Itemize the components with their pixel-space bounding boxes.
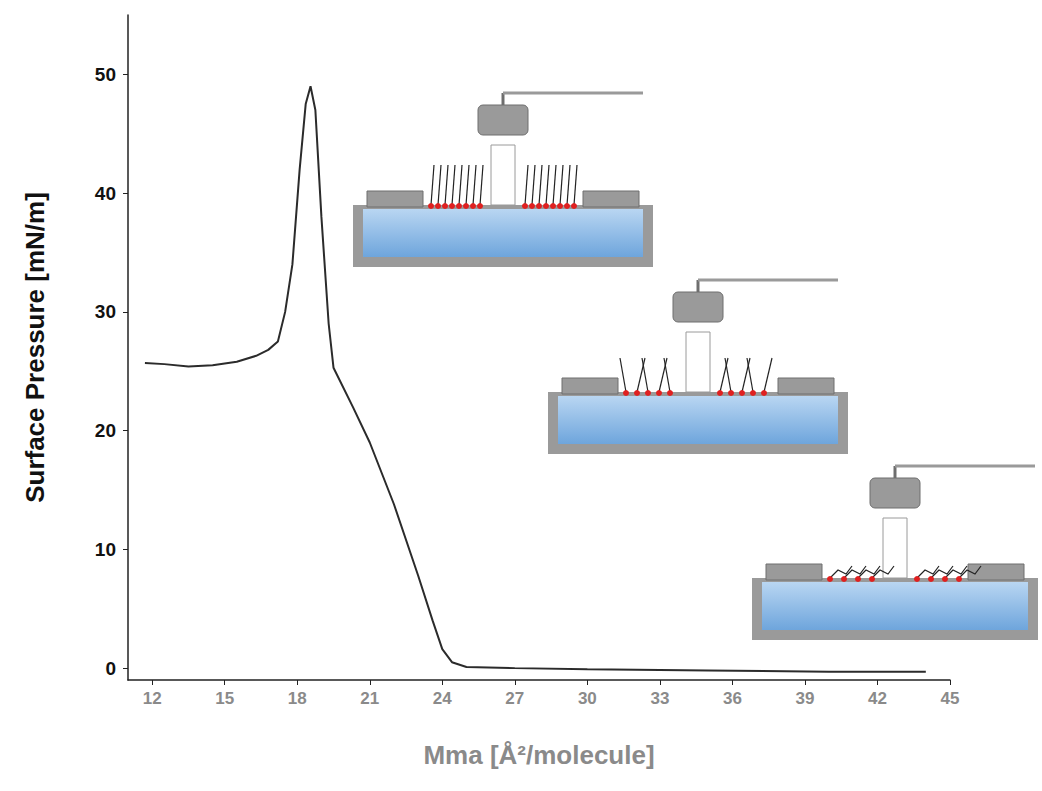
svg-text:40: 40 bbox=[95, 183, 116, 204]
svg-text:18: 18 bbox=[288, 689, 307, 708]
svg-text:30: 30 bbox=[95, 301, 116, 322]
svg-text:15: 15 bbox=[215, 689, 234, 708]
svg-text:24: 24 bbox=[433, 689, 452, 708]
svg-text:45: 45 bbox=[941, 689, 960, 708]
svg-text:12: 12 bbox=[143, 689, 162, 708]
svg-text:27: 27 bbox=[505, 689, 524, 708]
svg-text:36: 36 bbox=[723, 689, 742, 708]
svg-text:Surface Pressure [mN/m]: Surface Pressure [mN/m] bbox=[20, 192, 50, 503]
svg-text:50: 50 bbox=[95, 64, 116, 85]
svg-text:20: 20 bbox=[95, 420, 116, 441]
svg-text:42: 42 bbox=[868, 689, 887, 708]
svg-text:10: 10 bbox=[95, 539, 116, 560]
svg-text:30: 30 bbox=[578, 689, 597, 708]
svg-text:33: 33 bbox=[650, 689, 669, 708]
svg-text:39: 39 bbox=[795, 689, 814, 708]
svg-text:0: 0 bbox=[105, 658, 116, 679]
svg-text:Mma [Å²/molecule]: Mma [Å²/molecule] bbox=[423, 740, 654, 770]
svg-text:21: 21 bbox=[360, 689, 379, 708]
